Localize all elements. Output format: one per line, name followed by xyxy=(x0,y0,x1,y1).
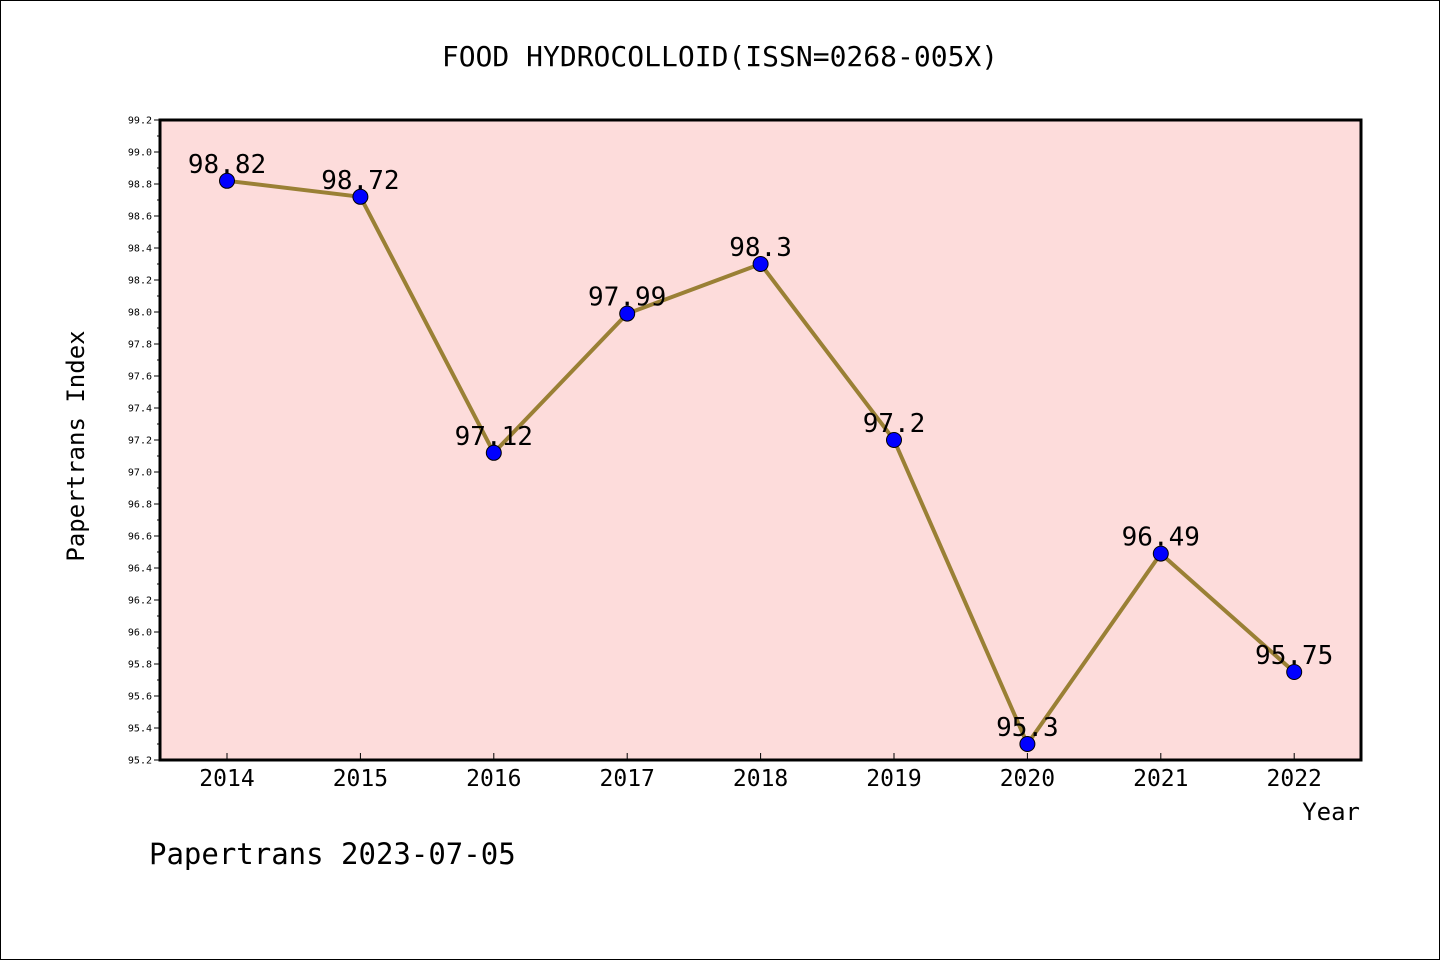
y-tick-label: 97.0 xyxy=(128,468,152,479)
y-tick-label: 96.6 xyxy=(128,532,152,543)
y-tick-label: 97.6 xyxy=(128,372,152,383)
x-tick-label: 2016 xyxy=(466,766,521,792)
data-labels: 98.82 98.72 97.12 97.99 98.3 97.2 95.3 96.49 95.… xyxy=(188,150,1333,743)
x-tick-label: 2021 xyxy=(1133,766,1188,792)
x-tick-label: 2019 xyxy=(866,766,921,792)
data-point xyxy=(485,444,502,461)
y-tick-label: 96.4 xyxy=(128,564,152,575)
data-label: 98.72 xyxy=(321,166,399,196)
data-label: 97.99 xyxy=(588,283,666,313)
x-tick-label: 2020 xyxy=(1000,766,1055,792)
data-label: 97.12 xyxy=(455,422,533,452)
x-tick-label: 2017 xyxy=(600,766,655,792)
chart-title: FOOD HYDROCOLLOID(ISSN=0268-005X) xyxy=(442,40,998,73)
plot-area xyxy=(160,120,1361,760)
y-tick-label: 96.0 xyxy=(128,628,152,639)
data-label: 96.49 xyxy=(1122,523,1200,553)
data-point xyxy=(1286,664,1303,680)
y-tick-label: 99.0 xyxy=(128,148,152,159)
x-tick-label: 2022 xyxy=(1267,766,1322,792)
data-label: 98.3 xyxy=(729,233,792,263)
y-tick-label: 97.4 xyxy=(128,404,152,415)
data-label: 98.82 xyxy=(188,150,266,180)
x-tick-label: 2014 xyxy=(199,766,254,792)
data-point xyxy=(352,188,369,205)
data-label: 95.75 xyxy=(1255,641,1333,671)
y-tick-label: 96.2 xyxy=(128,596,152,607)
data-point xyxy=(1019,736,1036,752)
data-point xyxy=(619,305,636,322)
y-tick-label: 99.2 xyxy=(128,116,152,127)
plot-border xyxy=(158,118,1363,762)
y-tick-label: 98.2 xyxy=(128,276,152,287)
y-axis-ticks: 95.2 95.4 95.6 95.8 96.0 96.2 96.4 96.6 96.8 97.0… xyxy=(128,116,160,767)
x-axis-label: Year xyxy=(1302,798,1360,826)
y-tick-label: 95.8 xyxy=(128,660,152,671)
y-tick-label: 95.6 xyxy=(128,692,152,703)
x-axis-ticks: 2014 2015 2016 2017 2018 2019 2020 2021 2022 xyxy=(199,753,1322,792)
y-axis-label: Papertrans Index xyxy=(62,330,90,561)
y-tick-label: 98.4 xyxy=(128,244,152,255)
data-point xyxy=(752,256,769,272)
data-points xyxy=(219,172,1303,752)
footer-text: Papertrans 2023-07-05 xyxy=(149,837,516,871)
y-tick-label: 97.2 xyxy=(128,436,152,447)
y-tick-label: 98.6 xyxy=(128,212,152,223)
y-tick-label: 95.4 xyxy=(128,724,152,735)
y-tick-label: 96.8 xyxy=(128,500,152,511)
data-point xyxy=(219,172,235,189)
x-tick-label: 2015 xyxy=(333,766,388,792)
y-tick-label: 98.8 xyxy=(128,180,152,191)
x-tick-label: 2018 xyxy=(733,766,788,792)
y-tick-label: 97.8 xyxy=(128,340,152,351)
data-label: 95.3 xyxy=(996,713,1059,743)
y-tick-label: 98.0 xyxy=(128,308,152,319)
y-tick-label: 95.2 xyxy=(128,756,152,767)
data-point xyxy=(886,432,902,448)
data-label: 97.2 xyxy=(863,409,926,439)
data-point xyxy=(1152,545,1169,562)
